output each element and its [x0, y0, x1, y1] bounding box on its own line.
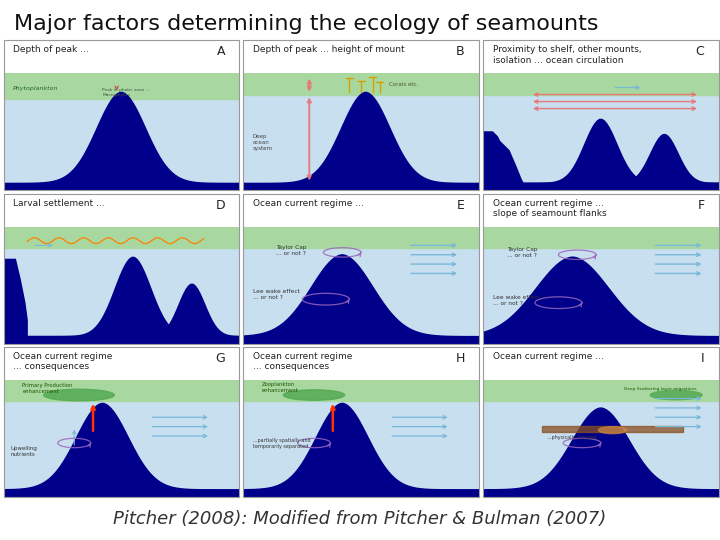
- Text: Phytoplankton: Phytoplankton: [13, 86, 58, 91]
- Text: F: F: [697, 199, 704, 212]
- Polygon shape: [130, 92, 601, 191]
- Text: I: I: [701, 352, 704, 365]
- Polygon shape: [429, 134, 720, 191]
- Polygon shape: [0, 403, 338, 497]
- Ellipse shape: [650, 390, 702, 400]
- Polygon shape: [4, 227, 239, 343]
- Text: ...physically trapped: ...physically trapped: [546, 435, 596, 441]
- Polygon shape: [337, 257, 720, 343]
- Text: Deep
ocean
system: Deep ocean system: [253, 134, 273, 151]
- Text: Depth of peak ...: Depth of peak ...: [13, 45, 89, 55]
- Bar: [483, 227, 719, 248]
- Text: H: H: [455, 352, 464, 365]
- Bar: [4, 380, 239, 401]
- Text: Depth of peak ... height of mount: Depth of peak ... height of mount: [253, 45, 405, 55]
- Bar: [542, 426, 683, 433]
- Bar: [4, 227, 239, 248]
- Polygon shape: [366, 408, 720, 497]
- Text: Ocean current regime ...
slope of seamount flanks: Ocean current regime ... slope of seamou…: [492, 199, 606, 218]
- Text: Corals etc.: Corals etc.: [390, 83, 418, 87]
- Text: Larval settlement ...: Larval settlement ...: [13, 199, 104, 207]
- Bar: [483, 73, 719, 94]
- Text: Taylor Cap
... or not ?: Taylor Cap ... or not ?: [507, 247, 537, 258]
- Text: D: D: [215, 199, 225, 212]
- Ellipse shape: [598, 427, 626, 434]
- Text: B: B: [456, 45, 464, 58]
- Polygon shape: [366, 119, 720, 191]
- Bar: [243, 73, 479, 94]
- Text: Ocean current regime ...: Ocean current regime ...: [253, 199, 364, 207]
- Polygon shape: [107, 255, 577, 343]
- Text: Ocean current regime
... consequences: Ocean current regime ... consequences: [253, 352, 352, 371]
- Ellipse shape: [44, 389, 114, 401]
- Text: A: A: [217, 45, 225, 58]
- Text: Deep Scattering layer migrations: Deep Scattering layer migrations: [624, 387, 697, 392]
- Text: Lee wake effect
... or not ?: Lee wake effect ... or not ?: [253, 289, 300, 300]
- Text: ...partially spatially and
temporarily separated: ...partially spatially and temporarily s…: [253, 438, 310, 449]
- Text: Ocean current regime
... consequences: Ocean current regime ... consequences: [13, 352, 112, 371]
- Text: G: G: [215, 352, 225, 365]
- Bar: [243, 227, 479, 248]
- Polygon shape: [0, 92, 357, 191]
- Text: Primary Production
enhancement: Primary Production enhancement: [22, 383, 73, 394]
- Polygon shape: [107, 403, 577, 497]
- Text: Upwelling
nutrients: Upwelling nutrients: [11, 446, 37, 457]
- Polygon shape: [0, 258, 369, 343]
- Text: Taylor Cap
... or not ?: Taylor Cap ... or not ?: [276, 245, 307, 256]
- Text: Lee wake effect
... or not ?: Lee wake effect ... or not ?: [492, 295, 539, 306]
- Polygon shape: [483, 73, 719, 191]
- Text: Proximity to shelf, other mounts,
isolation ... ocean circulation: Proximity to shelf, other mounts, isolat…: [492, 45, 642, 65]
- Ellipse shape: [284, 390, 345, 400]
- Text: Major factors determining the ecology of seamounts: Major factors determining the ecology of…: [14, 14, 599, 33]
- Bar: [483, 380, 719, 401]
- Text: C: C: [696, 45, 704, 58]
- Bar: [243, 380, 479, 401]
- Text: Peak in photic zone ...
Macrophytes: Peak in photic zone ... Macrophytes: [102, 88, 150, 97]
- Polygon shape: [0, 285, 428, 343]
- Text: E: E: [456, 199, 464, 212]
- Text: Ocean current regime ...: Ocean current regime ...: [492, 352, 603, 361]
- Text: Pitcher (2008): Modified from Pitcher & Bulman (2007): Pitcher (2008): Modified from Pitcher & …: [113, 510, 607, 528]
- Bar: [4, 73, 239, 99]
- Text: Zooplankton
enhancement: Zooplankton enhancement: [262, 382, 299, 393]
